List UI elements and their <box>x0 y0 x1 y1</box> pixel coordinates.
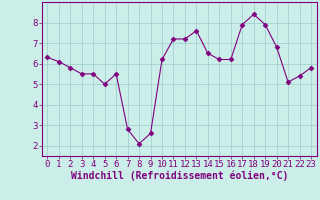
X-axis label: Windchill (Refroidissement éolien,°C): Windchill (Refroidissement éolien,°C) <box>70 171 288 181</box>
